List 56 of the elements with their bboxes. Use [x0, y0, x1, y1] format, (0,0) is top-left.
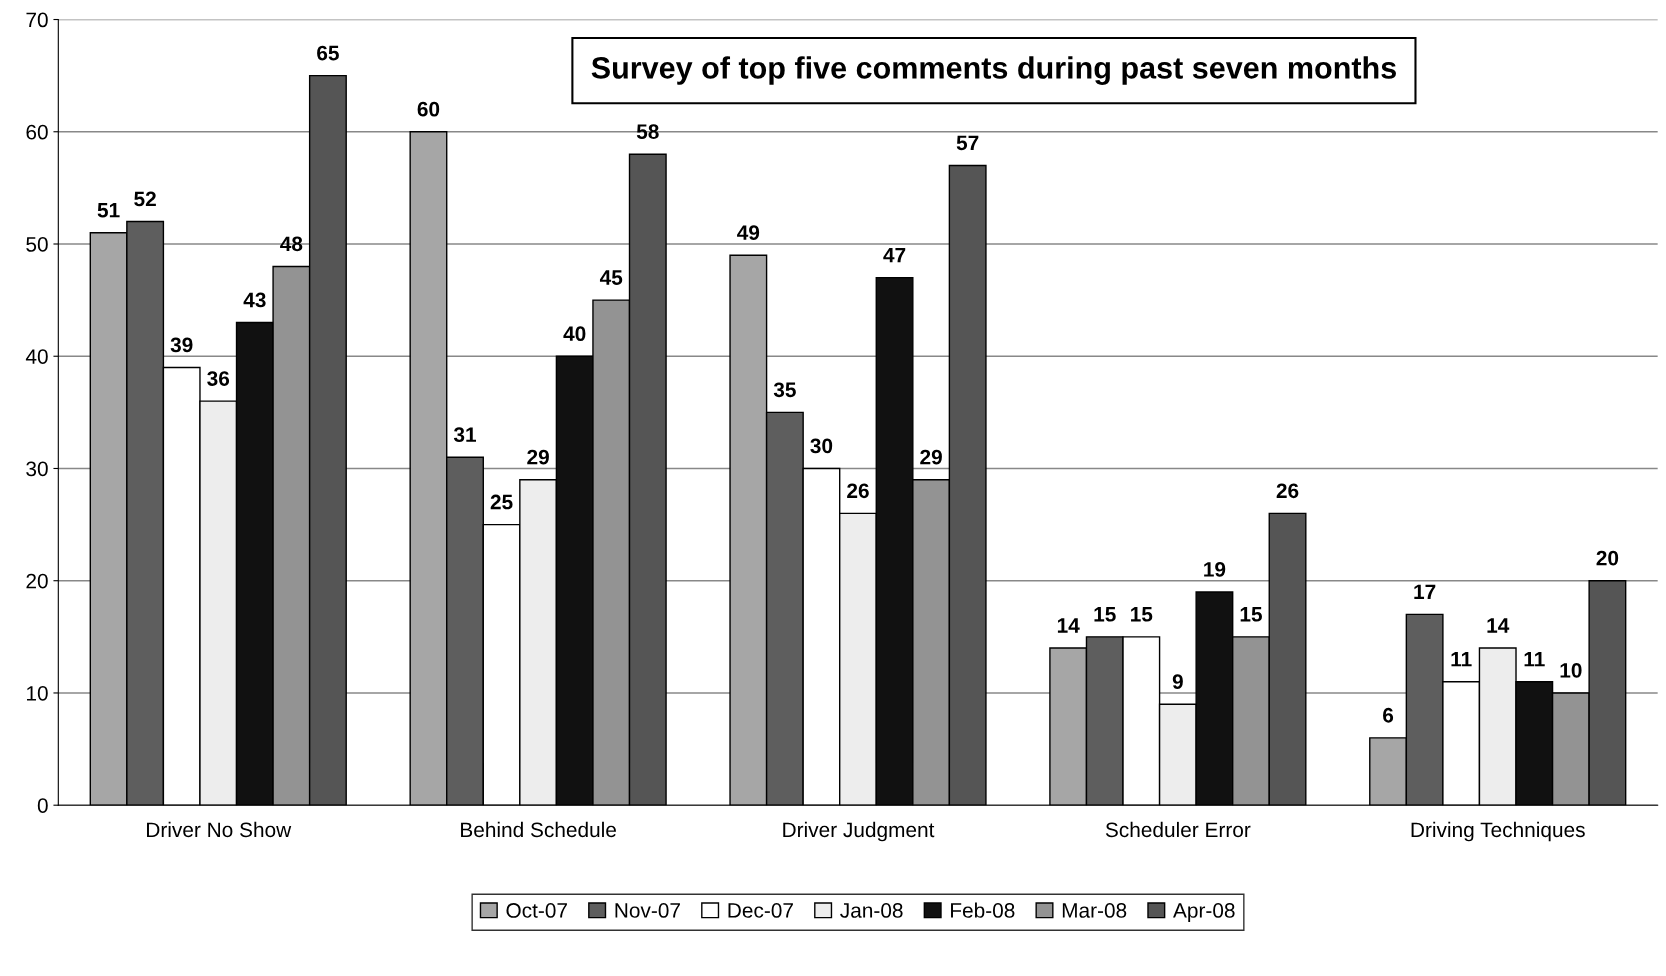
- data-label: 39: [170, 337, 193, 353]
- legend-label: Mar-08: [1062, 903, 1127, 918]
- legend-label: Dec-07: [728, 903, 793, 918]
- data-label: 15: [1240, 607, 1262, 622]
- data-label: 58: [636, 124, 659, 139]
- data-label: 40: [563, 326, 586, 342]
- data-label: 15: [1094, 607, 1116, 622]
- data-label: 65: [317, 45, 339, 61]
- data-label: 9: [1172, 674, 1183, 689]
- data-label: 14: [1487, 618, 1510, 633]
- data-label: 35: [773, 382, 796, 398]
- y-tick-label: 40: [25, 349, 48, 364]
- data-label: 51: [97, 203, 120, 218]
- text: Survey of top five comments during past seven months: [591, 56, 1396, 85]
- data-label: 30: [810, 438, 833, 454]
- legend-label: Jan-08: [840, 903, 903, 918]
- y-tick-label: 0: [37, 798, 48, 813]
- x-tick-label: Driver Judgment: [783, 821, 935, 842]
- data-label: 10: [1560, 662, 1582, 678]
- data-label: 43: [243, 292, 266, 308]
- data-label: 14: [1057, 618, 1080, 633]
- data-label: 52: [134, 191, 156, 207]
- data-label: 48: [280, 236, 303, 252]
- x-tick-label: Behind Schedule: [461, 821, 616, 838]
- y-tick-label: 10: [27, 685, 48, 701]
- data-label: 47: [883, 247, 906, 263]
- data-label: 20: [1596, 550, 1619, 566]
- data-label: 11: [1451, 651, 1472, 667]
- data-label: 25: [490, 494, 513, 510]
- data-label: 15: [1131, 607, 1153, 622]
- data-label: 45: [599, 270, 623, 285]
- y-tick-label: 20: [26, 573, 48, 589]
- data-label: 60: [417, 101, 440, 117]
- y-tick-label: 50: [26, 237, 48, 252]
- y-tick-label: 60: [26, 124, 48, 140]
- data-label: 31: [453, 427, 477, 443]
- legend-label: Nov-07: [615, 903, 680, 918]
- x-tick-label: Driver No Show: [147, 821, 292, 838]
- x-tick-label: Scheduler Error: [1105, 821, 1251, 838]
- data-label: 29: [920, 449, 942, 465]
- data-label: 36: [207, 371, 230, 386]
- data-label: 57: [956, 135, 979, 151]
- data-label: 6: [1383, 707, 1394, 723]
- data-label: 19: [1204, 561, 1226, 577]
- legend-label: Oct-07: [506, 903, 567, 918]
- legend-label: Feb-08: [951, 902, 1015, 918]
- data-label: 11: [1524, 651, 1545, 667]
- data-label: 26: [847, 483, 869, 499]
- data-label: 17: [1414, 584, 1436, 599]
- y-tick-label: 70: [26, 12, 48, 28]
- x-tick-label: Driving Techniques: [1411, 821, 1585, 842]
- data-label: 49: [737, 225, 760, 240]
- legend-label: Apr-08: [1173, 903, 1235, 922]
- data-label: 29: [527, 449, 549, 465]
- y-tick-label: 30: [26, 461, 48, 477]
- data-label: 26: [1276, 483, 1299, 499]
